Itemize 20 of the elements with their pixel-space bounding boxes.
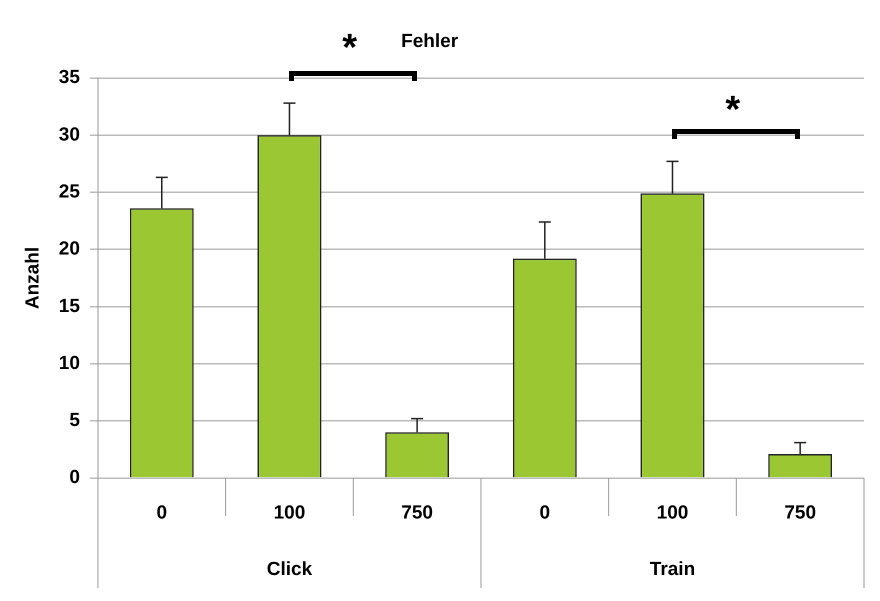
y-tick-label: 30 <box>58 124 80 146</box>
y-axis-title: Anzahl <box>22 246 44 310</box>
y-tick-label: 0 <box>69 467 80 488</box>
x-tick-label: 750 <box>401 502 433 524</box>
y-tick-label: 5 <box>69 410 80 432</box>
x-tick-label: 0 <box>156 502 168 524</box>
x-tick-label: 100 <box>656 502 688 524</box>
y-tick-label: 25 <box>58 182 80 203</box>
text: * <box>342 27 358 70</box>
y-tick-label: 20 <box>58 238 80 260</box>
annotation: * <box>725 89 740 132</box>
y-tick-label: 15 <box>58 296 80 317</box>
text: Fehler <box>401 31 458 54</box>
text: Click <box>266 559 313 580</box>
text: Train <box>650 559 696 580</box>
x-tick-label: 750 <box>784 502 816 524</box>
x-tick-label: 100 <box>274 502 306 524</box>
y-tick-label: 35 <box>58 67 80 88</box>
x-tick-label: 0 <box>540 502 550 524</box>
y-tick-label: 10 <box>58 352 80 374</box>
